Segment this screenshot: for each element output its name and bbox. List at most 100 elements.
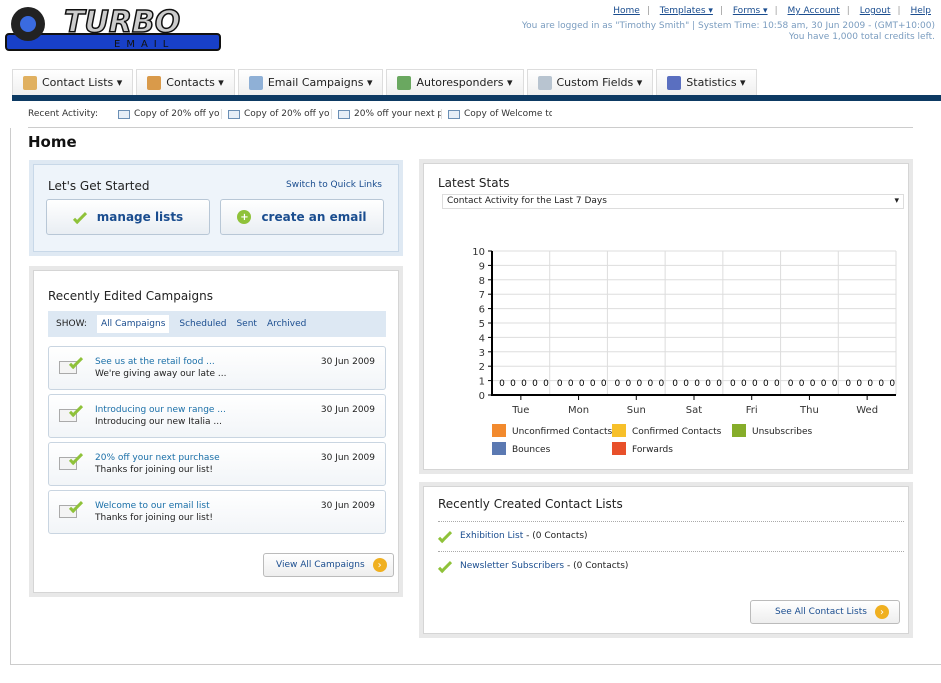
y-tick-label: 9	[479, 261, 485, 272]
data-label: 0	[856, 379, 862, 389]
campaign-desc: Thanks for joining our list!	[95, 465, 214, 475]
see-all-contact-lists-button[interactable]: See All Contact Lists ›	[750, 600, 900, 624]
data-label: 0	[683, 379, 689, 389]
nav-bar	[12, 95, 941, 101]
view-all-campaigns-button[interactable]: View All Campaigns ›	[263, 553, 394, 577]
y-tick-label: 0	[479, 391, 485, 402]
logout-link[interactable]: Logout	[859, 6, 891, 16]
switch-quick-links-link[interactable]: Switch to Quick Links	[286, 180, 382, 190]
my-account-link[interactable]: My Account	[787, 6, 840, 16]
x-tick-label: Wed	[856, 405, 878, 416]
y-tick-label: 4	[479, 333, 485, 344]
statistics-icon	[667, 75, 682, 90]
y-tick-label: 6	[479, 305, 485, 316]
main-nav: Contact Lists ▾ Contacts ▾ Email Campaigns…	[12, 69, 757, 95]
home-link[interactable]: Home	[613, 6, 640, 16]
tab-contact-lists[interactable]: Contact Lists ▾	[12, 69, 134, 95]
data-label: 0	[557, 379, 563, 389]
page-title: Home	[28, 133, 77, 151]
tab-envelope[interactable]: Email Campaigns ▾	[237, 69, 384, 95]
campaign-item[interactable]: Welcome to our email list Thanks for join…	[48, 490, 386, 534]
contact-list-link[interactable]: Newsletter Subscribers	[460, 561, 565, 571]
campaign-title[interactable]: 20% off your next purchase	[95, 453, 220, 463]
stats-period-select[interactable]: Contact Activity for the Last 7 Days ▾	[442, 194, 904, 209]
data-label: 0	[637, 379, 643, 389]
data-label: 0	[821, 379, 827, 389]
content-frame	[10, 128, 941, 665]
autoresponder-icon	[397, 75, 412, 90]
data-label: 0	[521, 379, 527, 389]
x-tick-label: Mon	[568, 405, 589, 416]
filter-archived[interactable]: Archived	[266, 319, 307, 329]
list-icon	[437, 558, 453, 574]
x-tick-label: Tue	[511, 405, 529, 416]
contact-list-item: Exhibition List - (0 Contacts)	[437, 528, 588, 544]
legend-swatch	[492, 424, 506, 437]
templates-link[interactable]: Templates ▾	[659, 6, 713, 16]
envelope-icon	[338, 109, 351, 119]
legend-label: Confirmed Contacts	[632, 427, 722, 437]
tab-custom-fields[interactable]: Custom Fields ▾	[526, 69, 654, 95]
campaign-date: 30 Jun 2009	[320, 453, 375, 463]
manage-lists-button[interactable]: manage lists	[46, 199, 210, 235]
data-label: 0	[615, 379, 621, 389]
svg-text:TURBO: TURBO	[64, 5, 180, 40]
x-tick-label: Thu	[799, 405, 819, 416]
recent-item[interactable]: Copy of 20% off yo	[112, 109, 223, 119]
legend-swatch	[732, 424, 746, 437]
data-label: 0	[568, 379, 574, 389]
envelope-icon	[118, 109, 131, 119]
campaign-title[interactable]: Introducing our new range ...	[95, 405, 226, 415]
tab-autoresponder[interactable]: Autoresponders ▾	[386, 69, 524, 95]
legend-label: Bounces	[512, 445, 551, 455]
envelope-icon	[59, 361, 77, 374]
campaign-item[interactable]: Introducing our new range ... Introducing…	[48, 394, 386, 438]
recent-item[interactable]: 20% off your next p	[332, 109, 443, 119]
campaign-title[interactable]: Welcome to our email list	[95, 501, 210, 511]
tab-contacts[interactable]: Contacts ▾	[136, 69, 235, 95]
arrow-right-icon: ›	[372, 558, 387, 572]
data-label: 0	[510, 379, 516, 389]
campaign-desc: We're giving away our late ...	[95, 369, 227, 379]
y-tick-label: 8	[479, 276, 485, 287]
panel-title: Recently Created Contact Lists	[438, 497, 623, 511]
campaign-item[interactable]: See us at the retail food ... We're givin…	[48, 346, 386, 390]
data-label: 0	[672, 379, 678, 389]
legend-label: Forwards	[632, 445, 673, 455]
data-label: 0	[648, 379, 654, 389]
data-label: 0	[889, 379, 895, 389]
contact-list-link[interactable]: Exhibition List	[460, 531, 524, 541]
campaign-item[interactable]: 20% off your next purchase Thanks for joi…	[48, 442, 386, 486]
y-tick-label: 1	[479, 377, 485, 388]
tab-statistics[interactable]: Statistics ▾	[656, 69, 757, 95]
divider	[28, 127, 913, 128]
create-email-button[interactable]: + create an email	[220, 199, 384, 235]
filter-scheduled[interactable]: Scheduled	[179, 319, 227, 329]
show-label: SHOW:	[56, 319, 87, 329]
contacts-icon	[147, 75, 162, 90]
filter-all-campaigns[interactable]: All Campaigns	[96, 315, 170, 333]
data-label: 0	[579, 379, 585, 389]
divider	[438, 521, 904, 522]
data-label: 0	[774, 379, 780, 389]
recent-contact-lists-panel: Recently Created Contact Lists Exhibitio…	[419, 482, 913, 638]
envelope-icon	[59, 505, 77, 518]
legend-label: Unconfirmed Contacts	[512, 427, 613, 437]
campaign-date: 30 Jun 2009	[320, 501, 375, 511]
recent-item[interactable]: Copy of 20% off yo	[222, 109, 333, 119]
data-label: 0	[659, 379, 665, 389]
envelope-icon	[248, 75, 263, 90]
x-tick-label: Sat	[686, 405, 702, 416]
forms-link[interactable]: Forms ▾	[732, 6, 768, 16]
campaign-date: 30 Jun 2009	[320, 405, 375, 415]
campaign-title[interactable]: See us at the retail food ...	[95, 357, 215, 367]
filter-sent[interactable]: Sent	[236, 319, 257, 329]
envelope-icon	[448, 109, 461, 119]
data-label: 0	[499, 379, 505, 389]
contact-list-item: Newsletter Subscribers - (0 Contacts)	[437, 558, 628, 574]
recent-item[interactable]: Copy of Welcome to	[442, 109, 552, 119]
top-links: Home | Templates ▾ | Forms ▾ | My Account | …	[613, 6, 931, 16]
help-link[interactable]: Help	[910, 6, 931, 16]
data-label: 0	[810, 379, 816, 389]
